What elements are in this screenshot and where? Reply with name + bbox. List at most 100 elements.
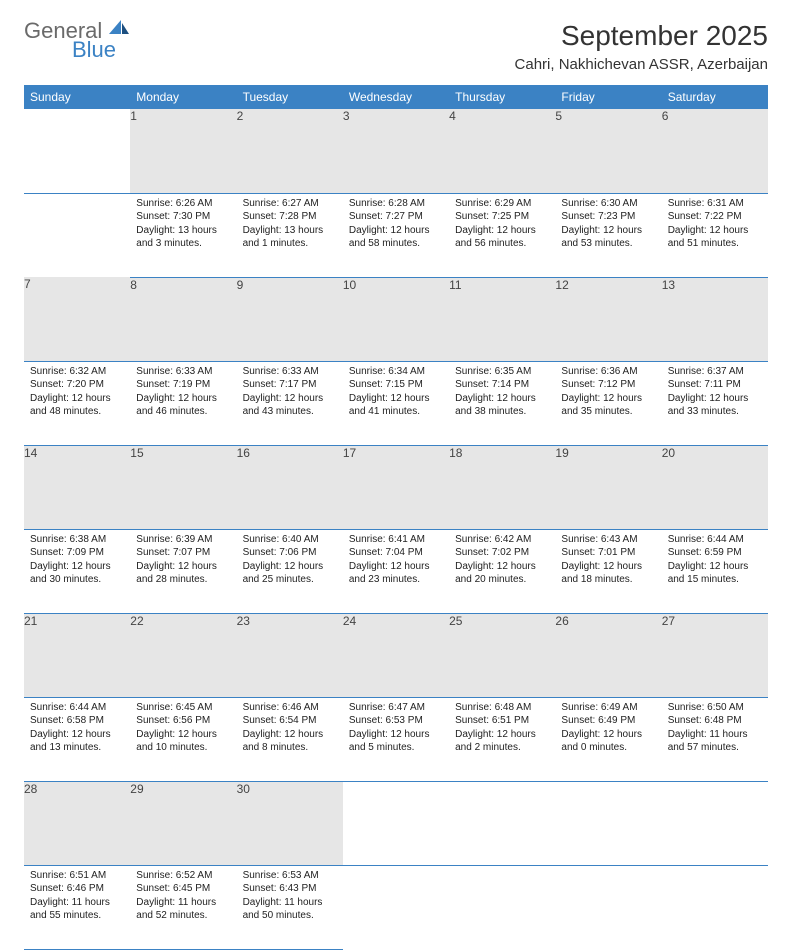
weekday-header: Sunday <box>24 85 130 109</box>
sunrise: Sunrise: 6:32 AM <box>30 365 124 379</box>
day-number: 12 <box>555 277 661 361</box>
day-details: Sunrise: 6:36 AMSunset: 7:12 PMDaylight:… <box>555 362 661 423</box>
day-number: 27 <box>662 613 768 697</box>
sunrise: Sunrise: 6:29 AM <box>455 197 549 211</box>
daylight: Daylight: 12 hours and 18 minutes. <box>561 560 655 587</box>
day-cell <box>343 865 449 949</box>
sunset: Sunset: 7:27 PM <box>349 210 443 224</box>
day-cell: Sunrise: 6:35 AMSunset: 7:14 PMDaylight:… <box>449 361 555 445</box>
daylight: Daylight: 12 hours and 48 minutes. <box>30 392 124 419</box>
day-cell <box>662 865 768 949</box>
day-cell: Sunrise: 6:26 AMSunset: 7:30 PMDaylight:… <box>130 193 236 277</box>
sunset: Sunset: 7:01 PM <box>561 546 655 560</box>
sunrise: Sunrise: 6:47 AM <box>349 701 443 715</box>
sunset: Sunset: 7:28 PM <box>243 210 337 224</box>
day-details: Sunrise: 6:33 AMSunset: 7:19 PMDaylight:… <box>130 362 236 423</box>
daylight: Daylight: 12 hours and 28 minutes. <box>136 560 230 587</box>
day-number: 2 <box>237 109 343 193</box>
sunset: Sunset: 7:07 PM <box>136 546 230 560</box>
daylight: Daylight: 13 hours and 3 minutes. <box>136 224 230 251</box>
day-details: Sunrise: 6:28 AMSunset: 7:27 PMDaylight:… <box>343 194 449 255</box>
day-cell: Sunrise: 6:30 AMSunset: 7:23 PMDaylight:… <box>555 193 661 277</box>
sunrise: Sunrise: 6:35 AM <box>455 365 549 379</box>
sunset: Sunset: 7:12 PM <box>561 378 655 392</box>
calendar-body: 123456Sunrise: 6:26 AMSunset: 7:30 PMDay… <box>24 109 768 949</box>
day-number: 15 <box>130 445 236 529</box>
day-cell: Sunrise: 6:50 AMSunset: 6:48 PMDaylight:… <box>662 697 768 781</box>
day-details: Sunrise: 6:42 AMSunset: 7:02 PMDaylight:… <box>449 530 555 591</box>
daylight: Daylight: 12 hours and 43 minutes. <box>243 392 337 419</box>
day-number: 25 <box>449 613 555 697</box>
weekday-header: Wednesday <box>343 85 449 109</box>
day-number: 22 <box>130 613 236 697</box>
day-number: 29 <box>130 781 236 865</box>
day-cell: Sunrise: 6:40 AMSunset: 7:06 PMDaylight:… <box>237 529 343 613</box>
day-cell: Sunrise: 6:27 AMSunset: 7:28 PMDaylight:… <box>237 193 343 277</box>
sunrise: Sunrise: 6:28 AM <box>349 197 443 211</box>
day-number-row: 14151617181920 <box>24 445 768 529</box>
day-details: Sunrise: 6:29 AMSunset: 7:25 PMDaylight:… <box>449 194 555 255</box>
sunrise: Sunrise: 6:33 AM <box>136 365 230 379</box>
daylight: Daylight: 13 hours and 1 minutes. <box>243 224 337 251</box>
sunset: Sunset: 6:53 PM <box>349 714 443 728</box>
sunset: Sunset: 7:22 PM <box>668 210 762 224</box>
daylight: Daylight: 12 hours and 38 minutes. <box>455 392 549 419</box>
sunrise: Sunrise: 6:46 AM <box>243 701 337 715</box>
day-cell: Sunrise: 6:29 AMSunset: 7:25 PMDaylight:… <box>449 193 555 277</box>
sunset: Sunset: 6:43 PM <box>243 882 337 896</box>
day-number: 10 <box>343 277 449 361</box>
day-number: 19 <box>555 445 661 529</box>
sunset: Sunset: 6:58 PM <box>30 714 124 728</box>
sunset: Sunset: 6:51 PM <box>455 714 549 728</box>
sunset: Sunset: 7:09 PM <box>30 546 124 560</box>
day-details: Sunrise: 6:26 AMSunset: 7:30 PMDaylight:… <box>130 194 236 255</box>
day-number-row: 282930 <box>24 781 768 865</box>
sunrise: Sunrise: 6:49 AM <box>561 701 655 715</box>
day-details: Sunrise: 6:52 AMSunset: 6:45 PMDaylight:… <box>130 866 236 927</box>
daylight: Daylight: 12 hours and 25 minutes. <box>243 560 337 587</box>
day-cell: Sunrise: 6:48 AMSunset: 6:51 PMDaylight:… <box>449 697 555 781</box>
daylight: Daylight: 12 hours and 8 minutes. <box>243 728 337 755</box>
day-number: 30 <box>237 781 343 865</box>
day-cell: Sunrise: 6:43 AMSunset: 7:01 PMDaylight:… <box>555 529 661 613</box>
day-cell: Sunrise: 6:37 AMSunset: 7:11 PMDaylight:… <box>662 361 768 445</box>
day-details: Sunrise: 6:33 AMSunset: 7:17 PMDaylight:… <box>237 362 343 423</box>
sunset: Sunset: 6:48 PM <box>668 714 762 728</box>
sunrise: Sunrise: 6:36 AM <box>561 365 655 379</box>
day-number: 20 <box>662 445 768 529</box>
day-number: 23 <box>237 613 343 697</box>
day-cell: Sunrise: 6:49 AMSunset: 6:49 PMDaylight:… <box>555 697 661 781</box>
daylight: Daylight: 12 hours and 46 minutes. <box>136 392 230 419</box>
daylight: Daylight: 12 hours and 33 minutes. <box>668 392 762 419</box>
weekday-header: Tuesday <box>237 85 343 109</box>
day-cell: Sunrise: 6:38 AMSunset: 7:09 PMDaylight:… <box>24 529 130 613</box>
day-number: 11 <box>449 277 555 361</box>
sunset: Sunset: 7:23 PM <box>561 210 655 224</box>
day-cell <box>24 193 130 277</box>
sunrise: Sunrise: 6:48 AM <box>455 701 549 715</box>
daylight: Daylight: 12 hours and 58 minutes. <box>349 224 443 251</box>
sunrise: Sunrise: 6:53 AM <box>243 869 337 883</box>
sunset: Sunset: 7:04 PM <box>349 546 443 560</box>
sunrise: Sunrise: 6:52 AM <box>136 869 230 883</box>
day-number-row: 78910111213 <box>24 277 768 361</box>
day-cell: Sunrise: 6:31 AMSunset: 7:22 PMDaylight:… <box>662 193 768 277</box>
day-number <box>555 781 661 865</box>
sunset: Sunset: 7:11 PM <box>668 378 762 392</box>
day-cell: Sunrise: 6:44 AMSunset: 6:59 PMDaylight:… <box>662 529 768 613</box>
day-details: Sunrise: 6:38 AMSunset: 7:09 PMDaylight:… <box>24 530 130 591</box>
day-number: 4 <box>449 109 555 193</box>
day-details: Sunrise: 6:31 AMSunset: 7:22 PMDaylight:… <box>662 194 768 255</box>
sunrise: Sunrise: 6:26 AM <box>136 197 230 211</box>
daylight: Daylight: 11 hours and 55 minutes. <box>30 896 124 923</box>
sunrise: Sunrise: 6:27 AM <box>243 197 337 211</box>
location: Cahri, Nakhichevan ASSR, Azerbaijan <box>515 56 768 73</box>
daylight: Daylight: 12 hours and 2 minutes. <box>455 728 549 755</box>
sunset: Sunset: 6:46 PM <box>30 882 124 896</box>
day-number: 8 <box>130 277 236 361</box>
day-details: Sunrise: 6:27 AMSunset: 7:28 PMDaylight:… <box>237 194 343 255</box>
sunrise: Sunrise: 6:30 AM <box>561 197 655 211</box>
day-cell: Sunrise: 6:36 AMSunset: 7:12 PMDaylight:… <box>555 361 661 445</box>
day-number: 14 <box>24 445 130 529</box>
sunset: Sunset: 6:56 PM <box>136 714 230 728</box>
